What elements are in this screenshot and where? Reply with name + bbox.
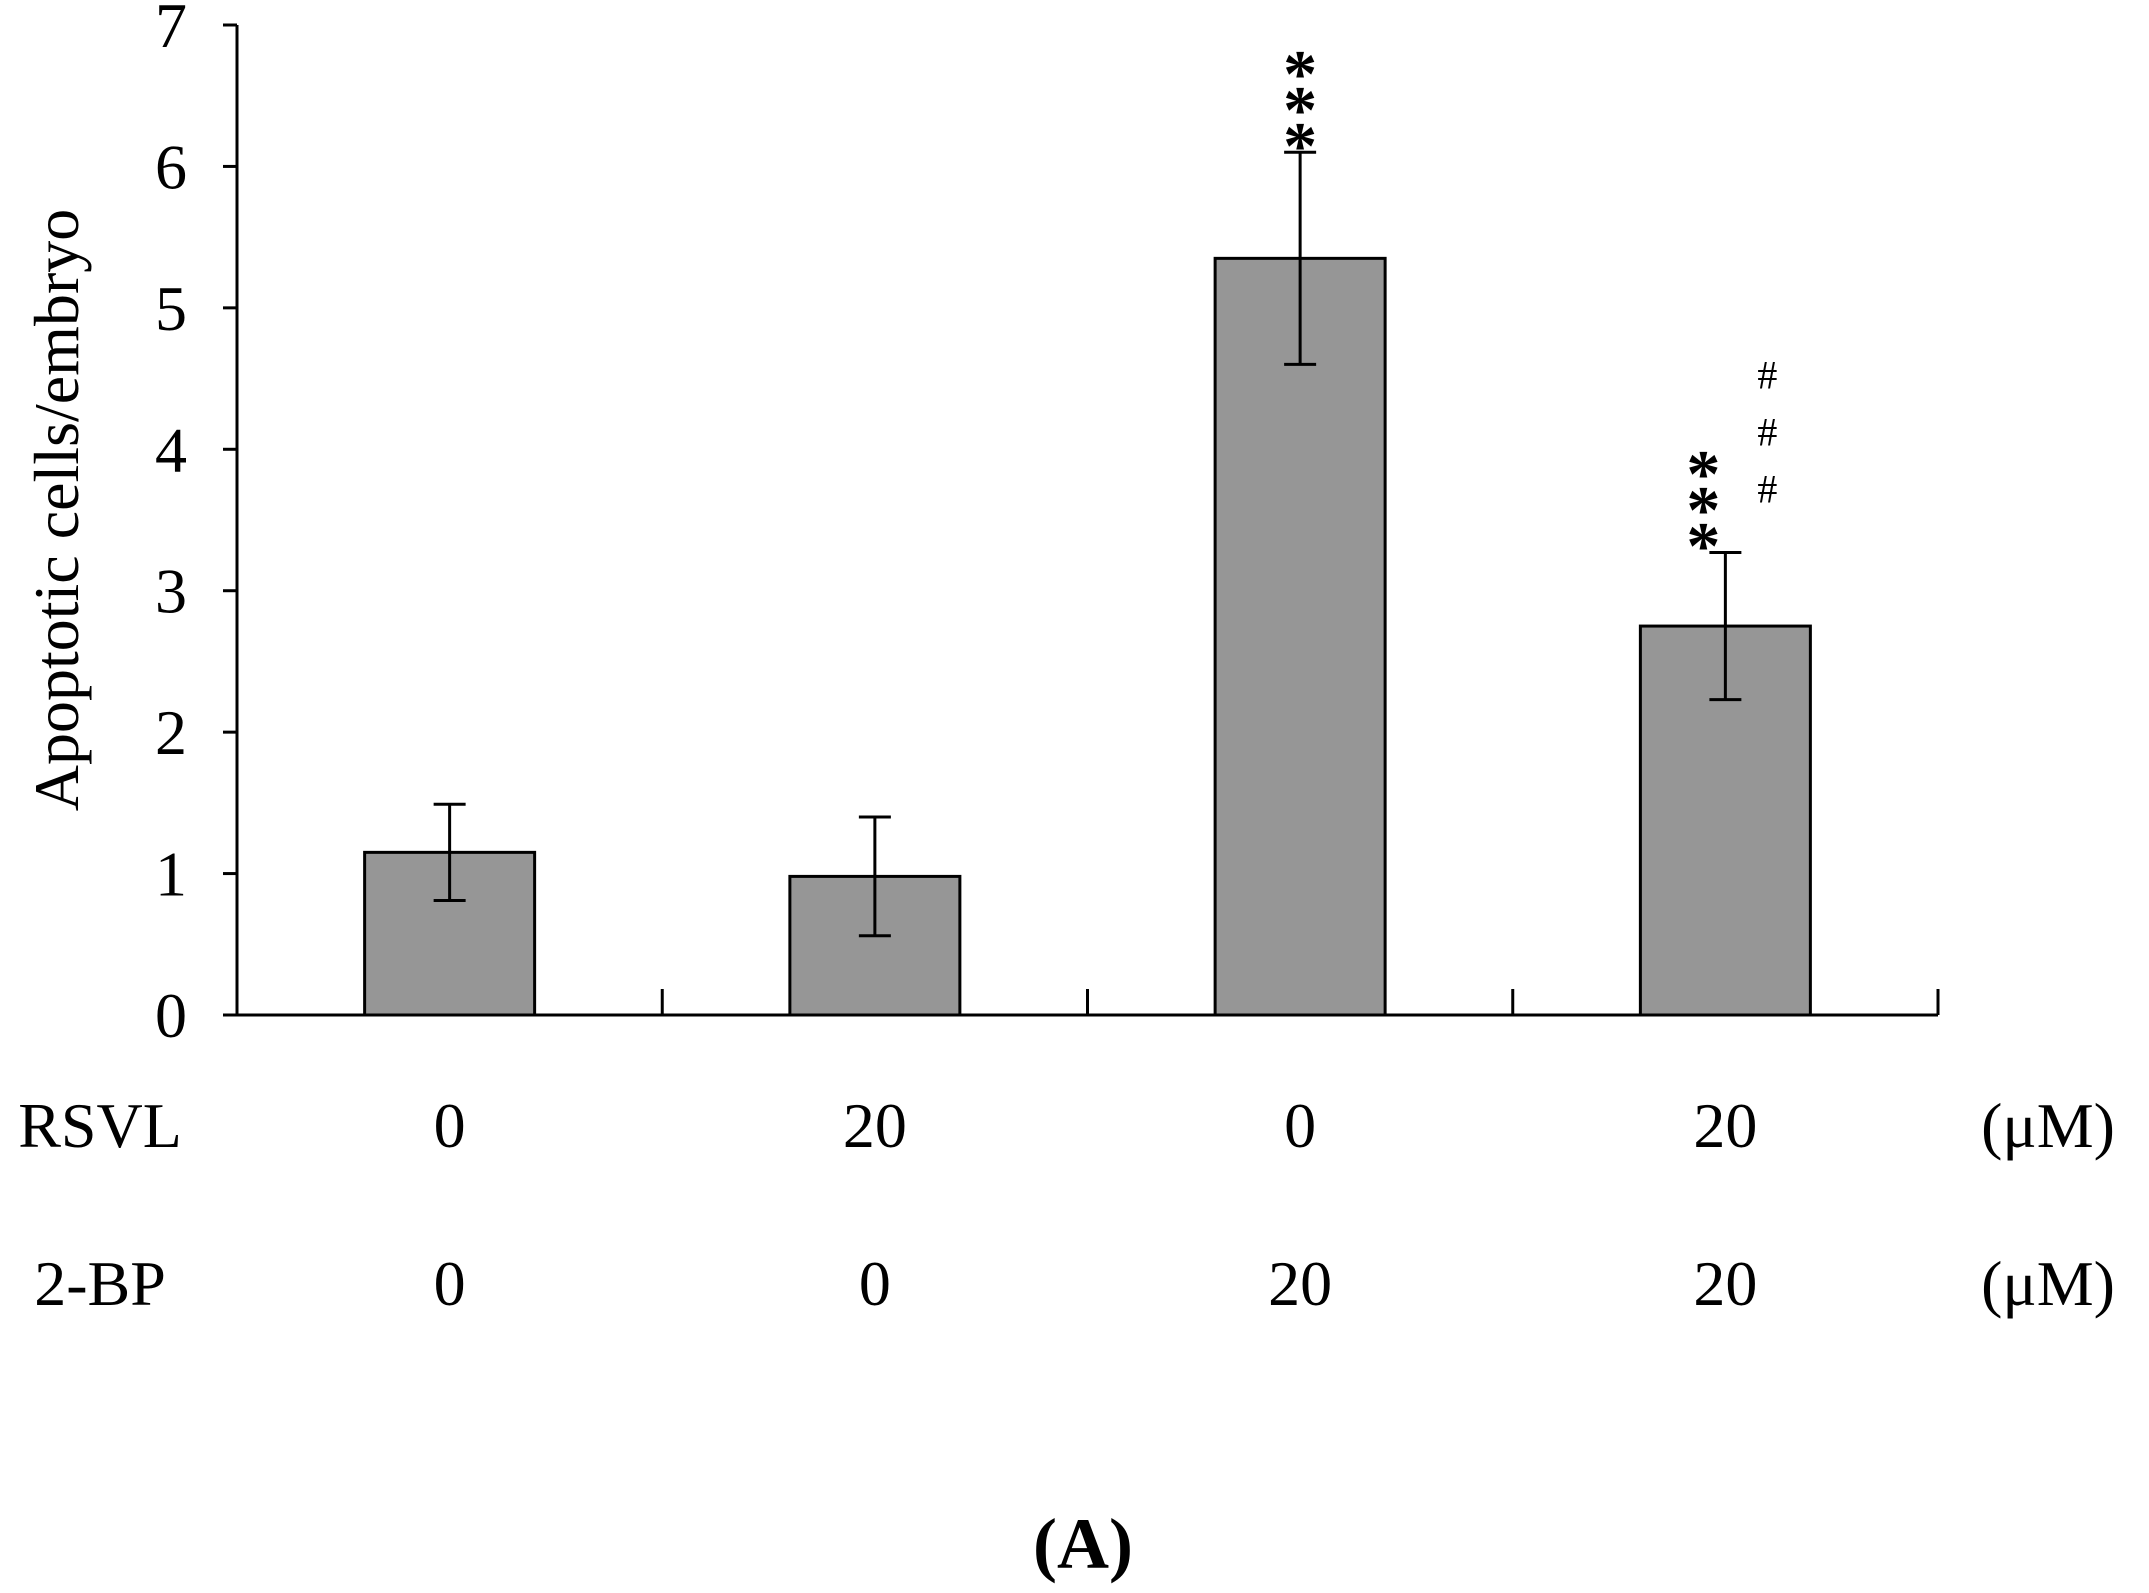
treatment-value: 0 — [434, 1248, 466, 1319]
treatment-value: 0 — [859, 1248, 891, 1319]
treatment-value: 0 — [1284, 1090, 1316, 1161]
y-tick-label: 2 — [155, 697, 187, 768]
significance-layer: ****** ### — [1283, 35, 1777, 583]
significance-star: * — [1283, 107, 1317, 183]
treatment-value: 20 — [1693, 1248, 1757, 1319]
y-tick-label: 6 — [155, 131, 187, 202]
error-bar — [858, 815, 891, 938]
error-bars-layer — [433, 150, 1742, 938]
y-tick-label: 7 — [155, 0, 187, 61]
significance-hash: # — [1757, 353, 1777, 398]
bar — [1213, 256, 1387, 1017]
y-ticks-layer: 0 1 2 3 4 5 6 7 — [155, 0, 237, 1051]
significance-star: * — [1283, 35, 1317, 111]
significance-hash: # — [1757, 410, 1777, 455]
treatment-unit: (μM) — [1981, 1248, 2115, 1319]
y-tick-label: 4 — [155, 414, 187, 485]
significance-star: * — [1686, 472, 1720, 548]
treatment-value: 0 — [434, 1090, 466, 1161]
error-bar — [1709, 551, 1742, 702]
significance-star: * — [1686, 508, 1720, 584]
treatment-row-label: RSVL — [18, 1090, 182, 1161]
significance-hash: # — [1757, 467, 1777, 512]
treatment-row-label: 2-BP — [34, 1248, 166, 1319]
significance-star: * — [1686, 436, 1720, 512]
y-tick-label: 1 — [155, 839, 187, 910]
bars-layer — [363, 256, 1812, 1017]
treatment-value: 20 — [1693, 1090, 1757, 1161]
treatment-value: 20 — [1268, 1248, 1332, 1319]
y-tick-label: 5 — [155, 273, 187, 344]
panel-label: (A) — [1033, 1504, 1133, 1584]
error-bar — [433, 802, 466, 902]
y-tick-label: 3 — [155, 556, 187, 627]
treatment-value: 20 — [843, 1090, 907, 1161]
x-ticks-layer — [660, 989, 1940, 1015]
significance-star: * — [1283, 71, 1317, 147]
error-bar — [1284, 150, 1317, 366]
treatment-rows: RSVL 0 20 0 20 (μM) 2-BP 0 0 20 20 (μM) — [18, 1090, 2115, 1319]
y-axis-title: Apoptotic cells/embryo — [21, 209, 92, 812]
treatment-unit: (μM) — [1981, 1090, 2115, 1161]
y-tick-label: 0 — [155, 980, 187, 1051]
